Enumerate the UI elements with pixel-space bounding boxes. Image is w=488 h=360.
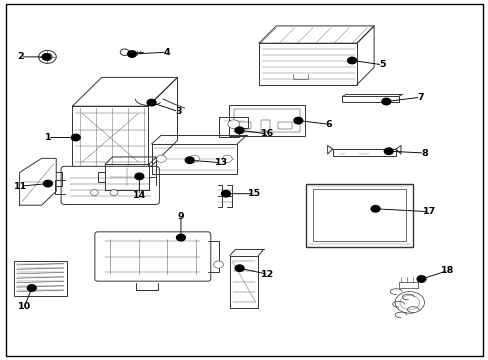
- Bar: [398, 282, 417, 288]
- Circle shape: [416, 276, 425, 282]
- Bar: [233, 109, 299, 132]
- Circle shape: [185, 157, 194, 163]
- Bar: [342, 96, 398, 102]
- FancyBboxPatch shape: [95, 232, 210, 281]
- Circle shape: [222, 155, 232, 162]
- Circle shape: [42, 54, 51, 60]
- Circle shape: [347, 57, 356, 64]
- Circle shape: [213, 261, 223, 268]
- Text: 2: 2: [17, 53, 24, 62]
- Circle shape: [227, 120, 239, 129]
- Text: 14: 14: [132, 191, 146, 199]
- Circle shape: [120, 49, 129, 55]
- Circle shape: [43, 180, 52, 187]
- Circle shape: [381, 98, 390, 105]
- Circle shape: [90, 190, 98, 195]
- Text: 11: 11: [14, 182, 27, 191]
- Text: 16: 16: [261, 130, 274, 139]
- Circle shape: [39, 50, 56, 63]
- Circle shape: [156, 155, 166, 162]
- Circle shape: [293, 117, 302, 124]
- Circle shape: [189, 155, 199, 162]
- Circle shape: [71, 134, 80, 141]
- Circle shape: [27, 285, 36, 291]
- Text: 5: 5: [378, 60, 385, 69]
- Bar: [277, 122, 292, 129]
- Bar: [236, 122, 250, 129]
- Text: 8: 8: [420, 149, 427, 158]
- Bar: [332, 149, 395, 156]
- Bar: [14, 261, 66, 296]
- Text: 17: 17: [422, 207, 435, 216]
- Circle shape: [135, 173, 143, 180]
- Text: 15: 15: [247, 189, 260, 198]
- Text: 7: 7: [416, 93, 423, 102]
- Circle shape: [384, 148, 392, 154]
- Text: 13: 13: [214, 158, 227, 167]
- Circle shape: [127, 51, 136, 57]
- Bar: [260, 120, 270, 131]
- Text: 10: 10: [18, 302, 31, 311]
- Bar: [228, 105, 304, 136]
- Circle shape: [147, 99, 156, 106]
- Circle shape: [42, 53, 52, 60]
- Circle shape: [235, 127, 244, 134]
- Bar: [312, 189, 405, 241]
- Text: 18: 18: [440, 266, 453, 275]
- Circle shape: [221, 190, 230, 197]
- Bar: [305, 184, 412, 247]
- FancyBboxPatch shape: [61, 166, 159, 204]
- Text: 3: 3: [175, 107, 182, 116]
- Text: 4: 4: [163, 48, 170, 57]
- Circle shape: [370, 206, 379, 212]
- Text: 9: 9: [177, 212, 184, 220]
- Circle shape: [235, 265, 244, 271]
- Text: 12: 12: [261, 270, 274, 279]
- Circle shape: [176, 234, 185, 241]
- Text: 6: 6: [325, 120, 331, 129]
- Circle shape: [110, 190, 118, 195]
- Text: 1: 1: [44, 133, 51, 142]
